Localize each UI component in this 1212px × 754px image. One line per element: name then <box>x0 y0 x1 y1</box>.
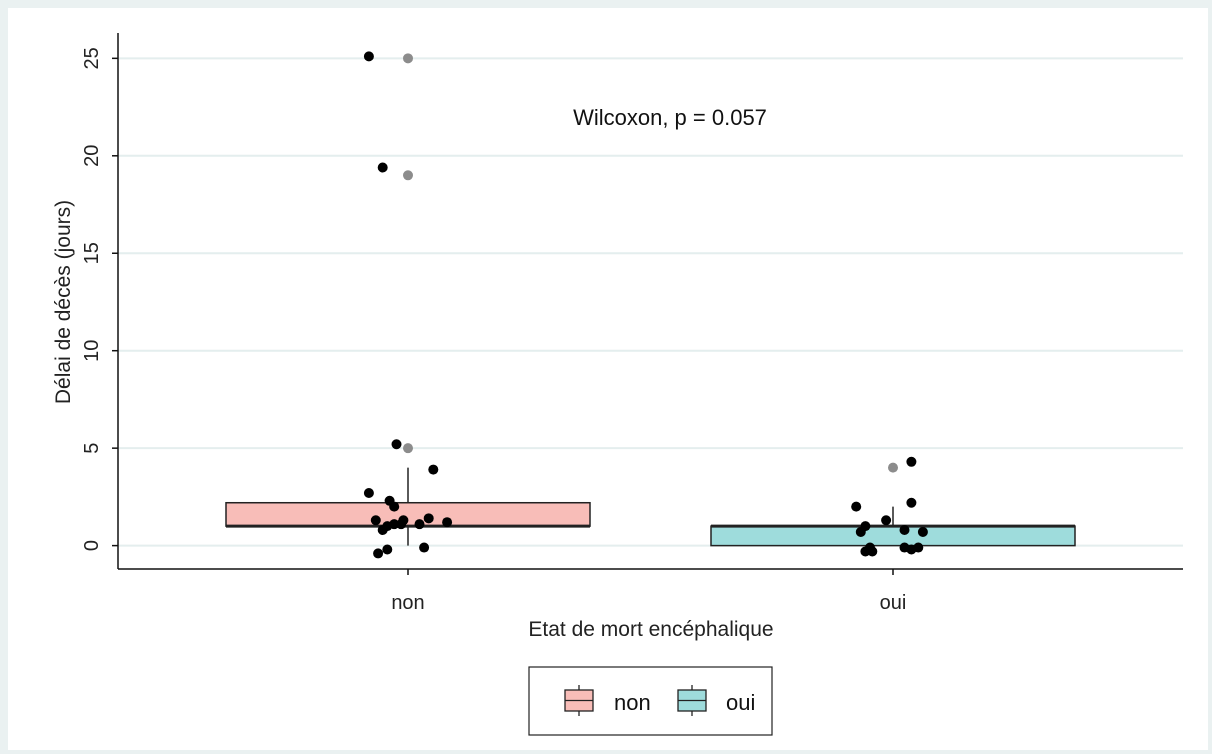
data-point-oui-19 <box>906 456 917 467</box>
x-tick-label-oui: oui <box>880 592 907 614</box>
data-point-non-10 <box>442 517 453 528</box>
data-point-non-12 <box>389 519 400 530</box>
y-tick-label-10: 10 <box>81 340 103 362</box>
y-tick-label-20: 20 <box>81 145 103 167</box>
data-point-non-18 <box>419 542 430 553</box>
box-oui <box>710 525 1076 547</box>
data-point-non-6 <box>389 501 400 512</box>
legend-label-oui: oui <box>726 690 755 715</box>
legend: non oui <box>528 666 773 736</box>
y-tick-label-0: 0 <box>81 540 103 551</box>
x-tick-label-non: non <box>391 592 424 614</box>
box-non <box>225 501 591 527</box>
data-point-oui-28 <box>860 546 871 557</box>
tick-labels: 0 5 10 15 20 25 non oui <box>81 47 906 614</box>
data-point-non-0 <box>363 51 374 62</box>
data-point-oui-26 <box>917 526 928 537</box>
data-point-non-14 <box>414 519 425 530</box>
wilcoxon-annotation: Wilcoxon, p = 0.057 <box>573 105 767 130</box>
outlier-non-2 <box>403 443 413 454</box>
data-point-oui-24 <box>855 526 866 537</box>
data-point-non-1 <box>377 162 388 173</box>
data-point-oui-25 <box>899 525 910 536</box>
data-point-oui-21 <box>851 501 862 512</box>
data-point-non-3 <box>428 464 439 475</box>
data-point-non-2 <box>391 439 402 450</box>
data-point-non-17 <box>373 548 384 559</box>
plot-panel <box>8 8 1208 750</box>
data-point-oui-32 <box>913 542 924 553</box>
y-tick-label-5: 5 <box>81 443 103 454</box>
data-point-non-13 <box>396 519 407 530</box>
outlier-non-0 <box>403 53 413 64</box>
box-layer <box>225 53 1076 547</box>
data-point-oui-20 <box>906 497 917 508</box>
x-axis-title: Etat de mort encéphalique <box>528 618 773 641</box>
axes <box>112 33 1183 575</box>
y-axis-title: Délai de décès (jours) <box>52 200 75 404</box>
data-point-non-9 <box>423 513 434 524</box>
y-tick-label-25: 25 <box>81 47 103 69</box>
point-layer <box>363 51 928 559</box>
outlier-oui-0 <box>888 462 898 473</box>
data-point-non-7 <box>370 515 381 526</box>
data-point-non-4 <box>363 487 374 498</box>
data-point-oui-22 <box>881 515 892 526</box>
data-point-oui-29 <box>867 546 878 557</box>
grid-lines <box>118 57 1183 547</box>
data-point-non-16 <box>382 544 393 555</box>
y-tick-label-15: 15 <box>81 242 103 264</box>
legend-label-non: non <box>614 690 651 715</box>
data-point-non-15 <box>377 525 388 536</box>
legend-keys <box>564 685 707 716</box>
outlier-non-1 <box>403 170 413 181</box>
